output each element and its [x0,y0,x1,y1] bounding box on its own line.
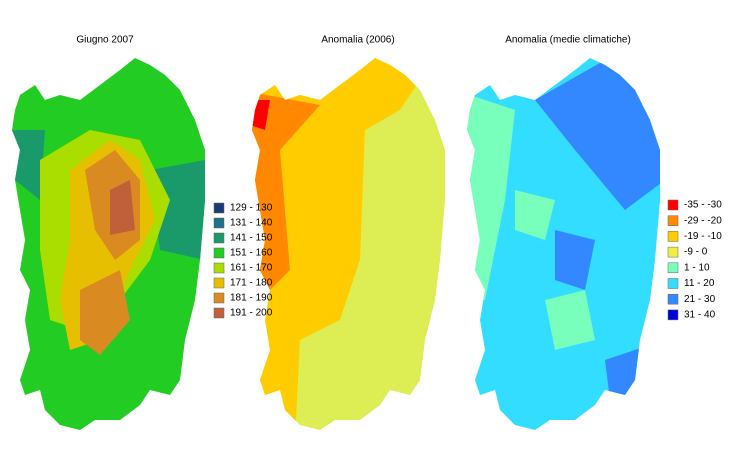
legend-label: -9 - 0 [684,247,708,258]
legend-label: 131 - 140 [230,218,273,229]
legend-label: 141 - 150 [230,233,273,244]
legend-label: 31 - 40 [684,310,716,321]
legend-label: 181 - 190 [230,293,273,304]
legend-swatch [667,309,679,321]
legend-swatch [213,202,225,214]
legend-label: 151 - 160 [230,248,273,259]
legend-label: 11 - 20 [684,278,715,289]
map-3 [467,58,660,430]
legend-swatch [667,199,679,211]
map-title: Anomalia (2006) [321,35,394,46]
legend-label: 161 - 170 [230,263,273,274]
map-1 [12,58,205,430]
legend-label: -19 - -10 [684,231,722,242]
legend-swatch [213,247,225,259]
map-2 [252,58,445,430]
legend-label: 129 - 130 [230,203,273,214]
legend-swatch [667,215,679,226]
legend-label: -35 - -30 [684,200,722,211]
legend-swatch [667,293,679,305]
legend-swatch [213,292,225,304]
legend-swatch [667,262,679,274]
map-title: Giugno 2007 [76,35,134,46]
legend-swatch [213,217,225,229]
legend-label: -29 - -20 [684,215,722,226]
map-title: Anomalia (medie climatiche) [505,35,631,46]
legend-swatch [667,278,679,289]
legend-swatch [213,277,225,289]
legend-label: 21 - 30 [684,294,716,305]
legend-swatch [213,307,225,319]
legend-swatch [667,246,679,258]
legend-label: 171 - 180 [230,278,273,289]
legend-label: 191 - 200 [230,308,273,319]
legend-label: 1 - 10 [684,262,710,273]
legend-swatch [667,231,679,242]
legend-swatch [213,232,225,244]
legend-swatch [213,262,225,274]
